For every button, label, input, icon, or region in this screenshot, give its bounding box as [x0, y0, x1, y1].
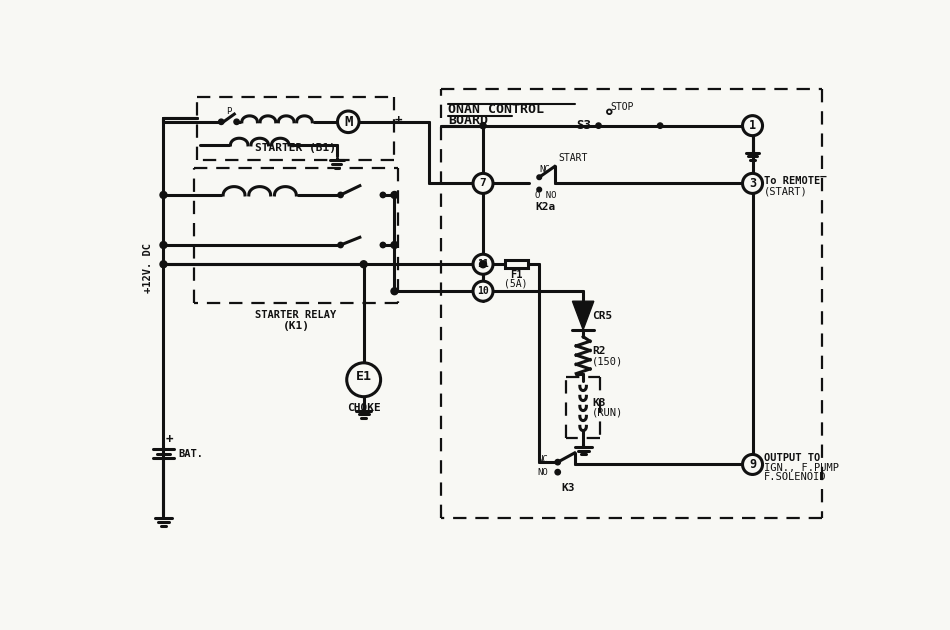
Circle shape — [657, 123, 663, 129]
Text: +: + — [166, 433, 173, 446]
Text: K3: K3 — [593, 398, 606, 408]
Circle shape — [160, 261, 167, 268]
Circle shape — [160, 241, 167, 248]
Text: STARTER (B1): STARTER (B1) — [255, 142, 335, 152]
Circle shape — [555, 459, 560, 465]
Circle shape — [360, 261, 367, 268]
Text: 1: 1 — [749, 119, 756, 132]
Circle shape — [537, 187, 542, 192]
Text: CR5: CR5 — [593, 311, 613, 321]
Text: +: + — [394, 114, 402, 127]
Bar — [504, 260, 527, 268]
Circle shape — [743, 173, 763, 193]
Circle shape — [480, 123, 486, 129]
Text: S3: S3 — [576, 119, 591, 132]
Text: P: P — [226, 106, 232, 116]
Text: NO: NO — [538, 467, 548, 477]
Circle shape — [743, 116, 763, 135]
Text: R2: R2 — [593, 346, 606, 356]
Circle shape — [380, 192, 386, 198]
Circle shape — [160, 192, 167, 198]
Text: NC: NC — [540, 165, 550, 174]
Text: E1: E1 — [355, 370, 371, 383]
Text: BAT.: BAT. — [179, 449, 204, 459]
Text: (5A): (5A) — [504, 279, 528, 289]
Text: F1: F1 — [510, 270, 522, 280]
Text: F.SOLENOID: F.SOLENOID — [764, 472, 826, 482]
Text: NC: NC — [538, 455, 548, 464]
Text: (K1): (K1) — [282, 321, 310, 331]
Circle shape — [555, 469, 560, 475]
Text: 3: 3 — [749, 177, 756, 190]
Circle shape — [347, 363, 381, 397]
Text: 7: 7 — [480, 178, 486, 188]
Text: STARTER RELAY: STARTER RELAY — [256, 311, 336, 321]
Text: +12V. DC: +12V. DC — [143, 243, 153, 293]
Circle shape — [596, 123, 601, 129]
Text: IGN., F.PUMP: IGN., F.PUMP — [764, 462, 839, 472]
Circle shape — [338, 192, 343, 198]
Polygon shape — [573, 301, 594, 329]
Circle shape — [391, 241, 398, 248]
Circle shape — [473, 173, 493, 193]
Circle shape — [380, 243, 386, 248]
Circle shape — [337, 111, 359, 132]
Circle shape — [391, 192, 398, 198]
Circle shape — [234, 119, 239, 125]
Text: (150): (150) — [593, 357, 623, 366]
Circle shape — [473, 281, 493, 301]
Text: CHOKE: CHOKE — [347, 403, 381, 413]
Text: (START): (START) — [764, 186, 808, 196]
Circle shape — [480, 261, 486, 268]
Text: 11: 11 — [477, 260, 489, 269]
Circle shape — [537, 175, 542, 180]
Text: START: START — [559, 153, 588, 163]
Circle shape — [338, 243, 343, 248]
Text: OUTPUT TO: OUTPUT TO — [764, 454, 821, 463]
Circle shape — [218, 119, 224, 125]
Text: 10: 10 — [477, 286, 489, 296]
Text: To REMOTE̅: To REMOTE̅ — [764, 176, 826, 186]
Text: (RUN): (RUN) — [593, 408, 623, 418]
Text: 9: 9 — [749, 458, 756, 471]
Text: K3: K3 — [561, 483, 575, 493]
Circle shape — [743, 454, 763, 474]
Text: ONAN CONTROL: ONAN CONTROL — [448, 103, 544, 115]
Text: M: M — [344, 115, 352, 129]
Text: BOARD: BOARD — [448, 114, 488, 127]
Text: K2a: K2a — [536, 202, 556, 212]
Circle shape — [391, 288, 398, 295]
Circle shape — [473, 255, 493, 274]
Text: STOP: STOP — [610, 102, 634, 112]
Text: O NO: O NO — [536, 191, 557, 200]
